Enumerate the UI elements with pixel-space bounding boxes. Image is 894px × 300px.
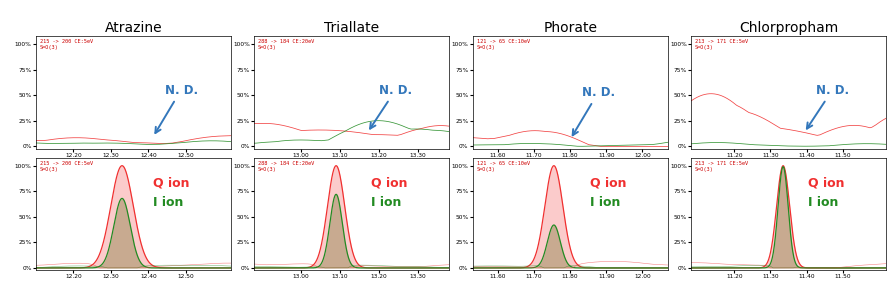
Title: Atrazine: Atrazine (105, 21, 162, 35)
Text: N. D.: N. D. (572, 86, 614, 135)
Title: Triallate: Triallate (324, 21, 379, 35)
Text: 288 -> 184 CE:20eV
S=O(3): 288 -> 184 CE:20eV S=O(3) (257, 39, 314, 50)
Text: I ion: I ion (153, 196, 183, 209)
Text: 215 -> 200 CE:5eV
S=O(3): 215 -> 200 CE:5eV S=O(3) (39, 161, 93, 172)
Text: I ion: I ion (589, 196, 620, 209)
Text: 121 -> 65 CE:10eV
S=O(3): 121 -> 65 CE:10eV S=O(3) (476, 161, 529, 172)
Text: N. D.: N. D. (156, 83, 198, 133)
Text: Q ion: Q ion (153, 177, 190, 190)
Text: Q ion: Q ion (589, 177, 626, 190)
Text: 121 -> 65 CE:10eV
S=O(3): 121 -> 65 CE:10eV S=O(3) (476, 39, 529, 50)
Text: N. D.: N. D. (806, 83, 848, 129)
Text: Q ion: Q ion (807, 177, 844, 190)
Title: Chlorpropham: Chlorpropham (738, 21, 838, 35)
Text: I ion: I ion (371, 196, 401, 209)
Text: 215 -> 200 CE:5eV
S=O(3): 215 -> 200 CE:5eV S=O(3) (39, 39, 93, 50)
Text: I ion: I ion (807, 196, 838, 209)
Text: 213 -> 171 CE:5eV
S=O(3): 213 -> 171 CE:5eV S=O(3) (694, 39, 747, 50)
Title: Phorate: Phorate (543, 21, 596, 35)
Text: N. D.: N. D. (369, 83, 411, 129)
Text: 213 -> 171 CE:5eV
S=O(3): 213 -> 171 CE:5eV S=O(3) (694, 161, 747, 172)
Text: Q ion: Q ion (371, 177, 408, 190)
Text: 288 -> 184 CE:20eV
S=O(3): 288 -> 184 CE:20eV S=O(3) (257, 161, 314, 172)
